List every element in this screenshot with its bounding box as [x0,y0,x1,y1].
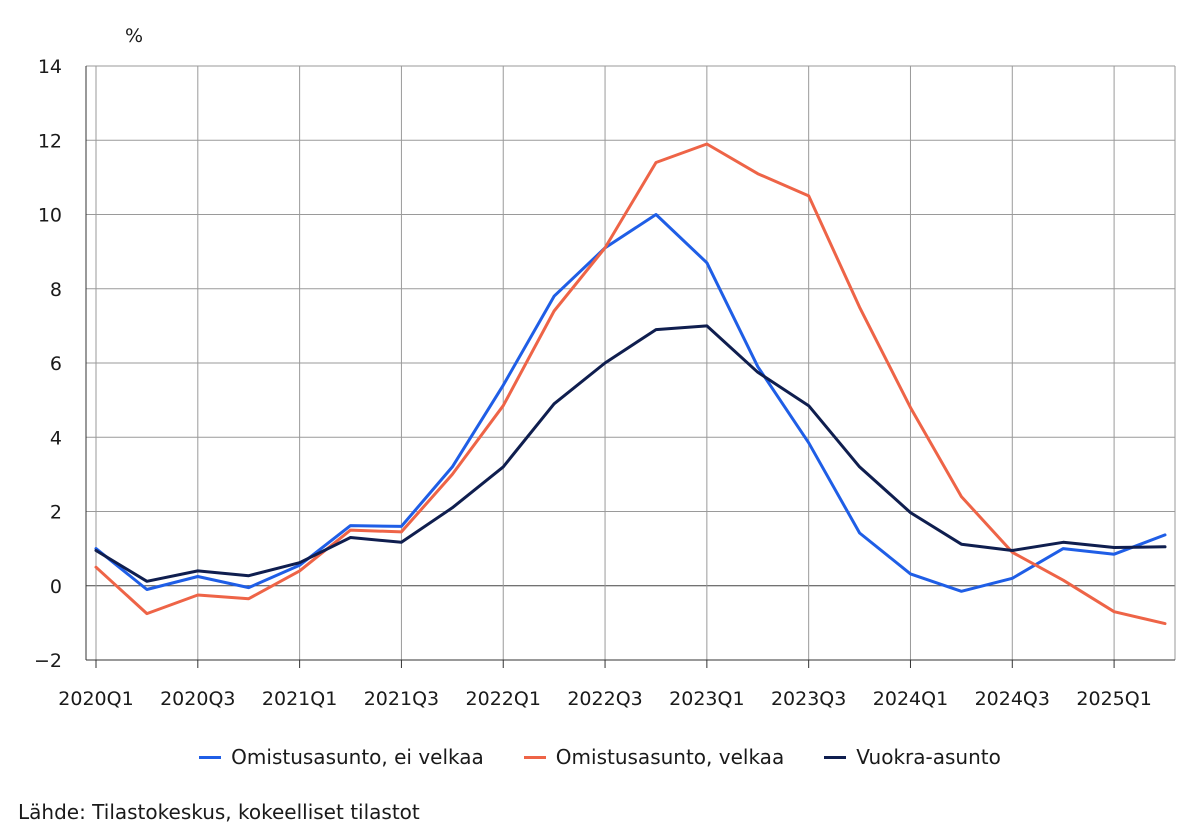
source-note: Lähde: Tilastokeskus, kokeelliset tilast… [18,800,420,824]
legend-swatch [824,755,847,759]
x-tick-label: 2022Q1 [466,688,541,710]
legend-item-omistusasunto-ei-velkaa: Omistusasunto, ei velkaa [199,745,484,769]
legend-label: Omistusasunto, velkaa [555,745,785,769]
legend-swatch [523,755,546,759]
y-tick-label: 12 [38,130,62,152]
series-line-vuokra-asunto [94,324,1167,583]
line-chart: −2 0 2 4 6 8 10 12 14 2020Q1 2020Q3 2021Q1 2021Q3 202… [34,25,1176,710]
axes: −2 0 2 4 6 8 10 12 14 2020Q1 2020Q3 2021Q1 2021Q3 202… [34,56,1175,710]
y-tick-label: 6 [50,353,62,375]
y-tick-label: −2 [34,650,62,672]
x-tick-label: 2021Q1 [262,688,337,710]
y-tick-label: 2 [50,502,62,524]
x-tick-label: 2020Q3 [160,688,235,710]
series-line-omistusasunto-velkaa [94,142,1167,626]
y-tick-label: 8 [50,279,62,301]
legend-item-vuokra-asunto: Vuokra-asunto [824,745,1001,769]
legend-swatch [199,755,222,759]
series-line-omistusasunto-ei-velkaa [94,213,1167,593]
legend-item-omistusasunto-velkaa: Omistusasunto, velkaa [523,745,785,769]
legend: Omistusasunto, ei velkaa Omistusasunto, … [0,745,1200,769]
x-tick-label: 2023Q3 [771,688,846,710]
legend-label: Omistusasunto, ei velkaa [231,745,484,769]
x-tick-label: 2024Q3 [975,688,1050,710]
x-tick-label: 2023Q1 [669,688,744,710]
x-tick-label: 2020Q1 [58,688,133,710]
x-tick-label: 2022Q3 [567,688,642,710]
grid [86,65,1176,661]
x-tick-label: 2021Q3 [364,688,439,710]
y-tick-label: 14 [38,56,62,78]
y-tick-label: 0 [50,576,62,598]
series-lines [94,142,1167,626]
x-tick-label: 2024Q1 [873,688,948,710]
legend-label: Vuokra-asunto [856,745,1001,769]
y-tick-label: 4 [50,427,62,449]
y-axis-label: % [125,25,143,47]
y-tick-label: 10 [38,205,62,227]
x-tick-label: 2025Q1 [1076,688,1151,710]
